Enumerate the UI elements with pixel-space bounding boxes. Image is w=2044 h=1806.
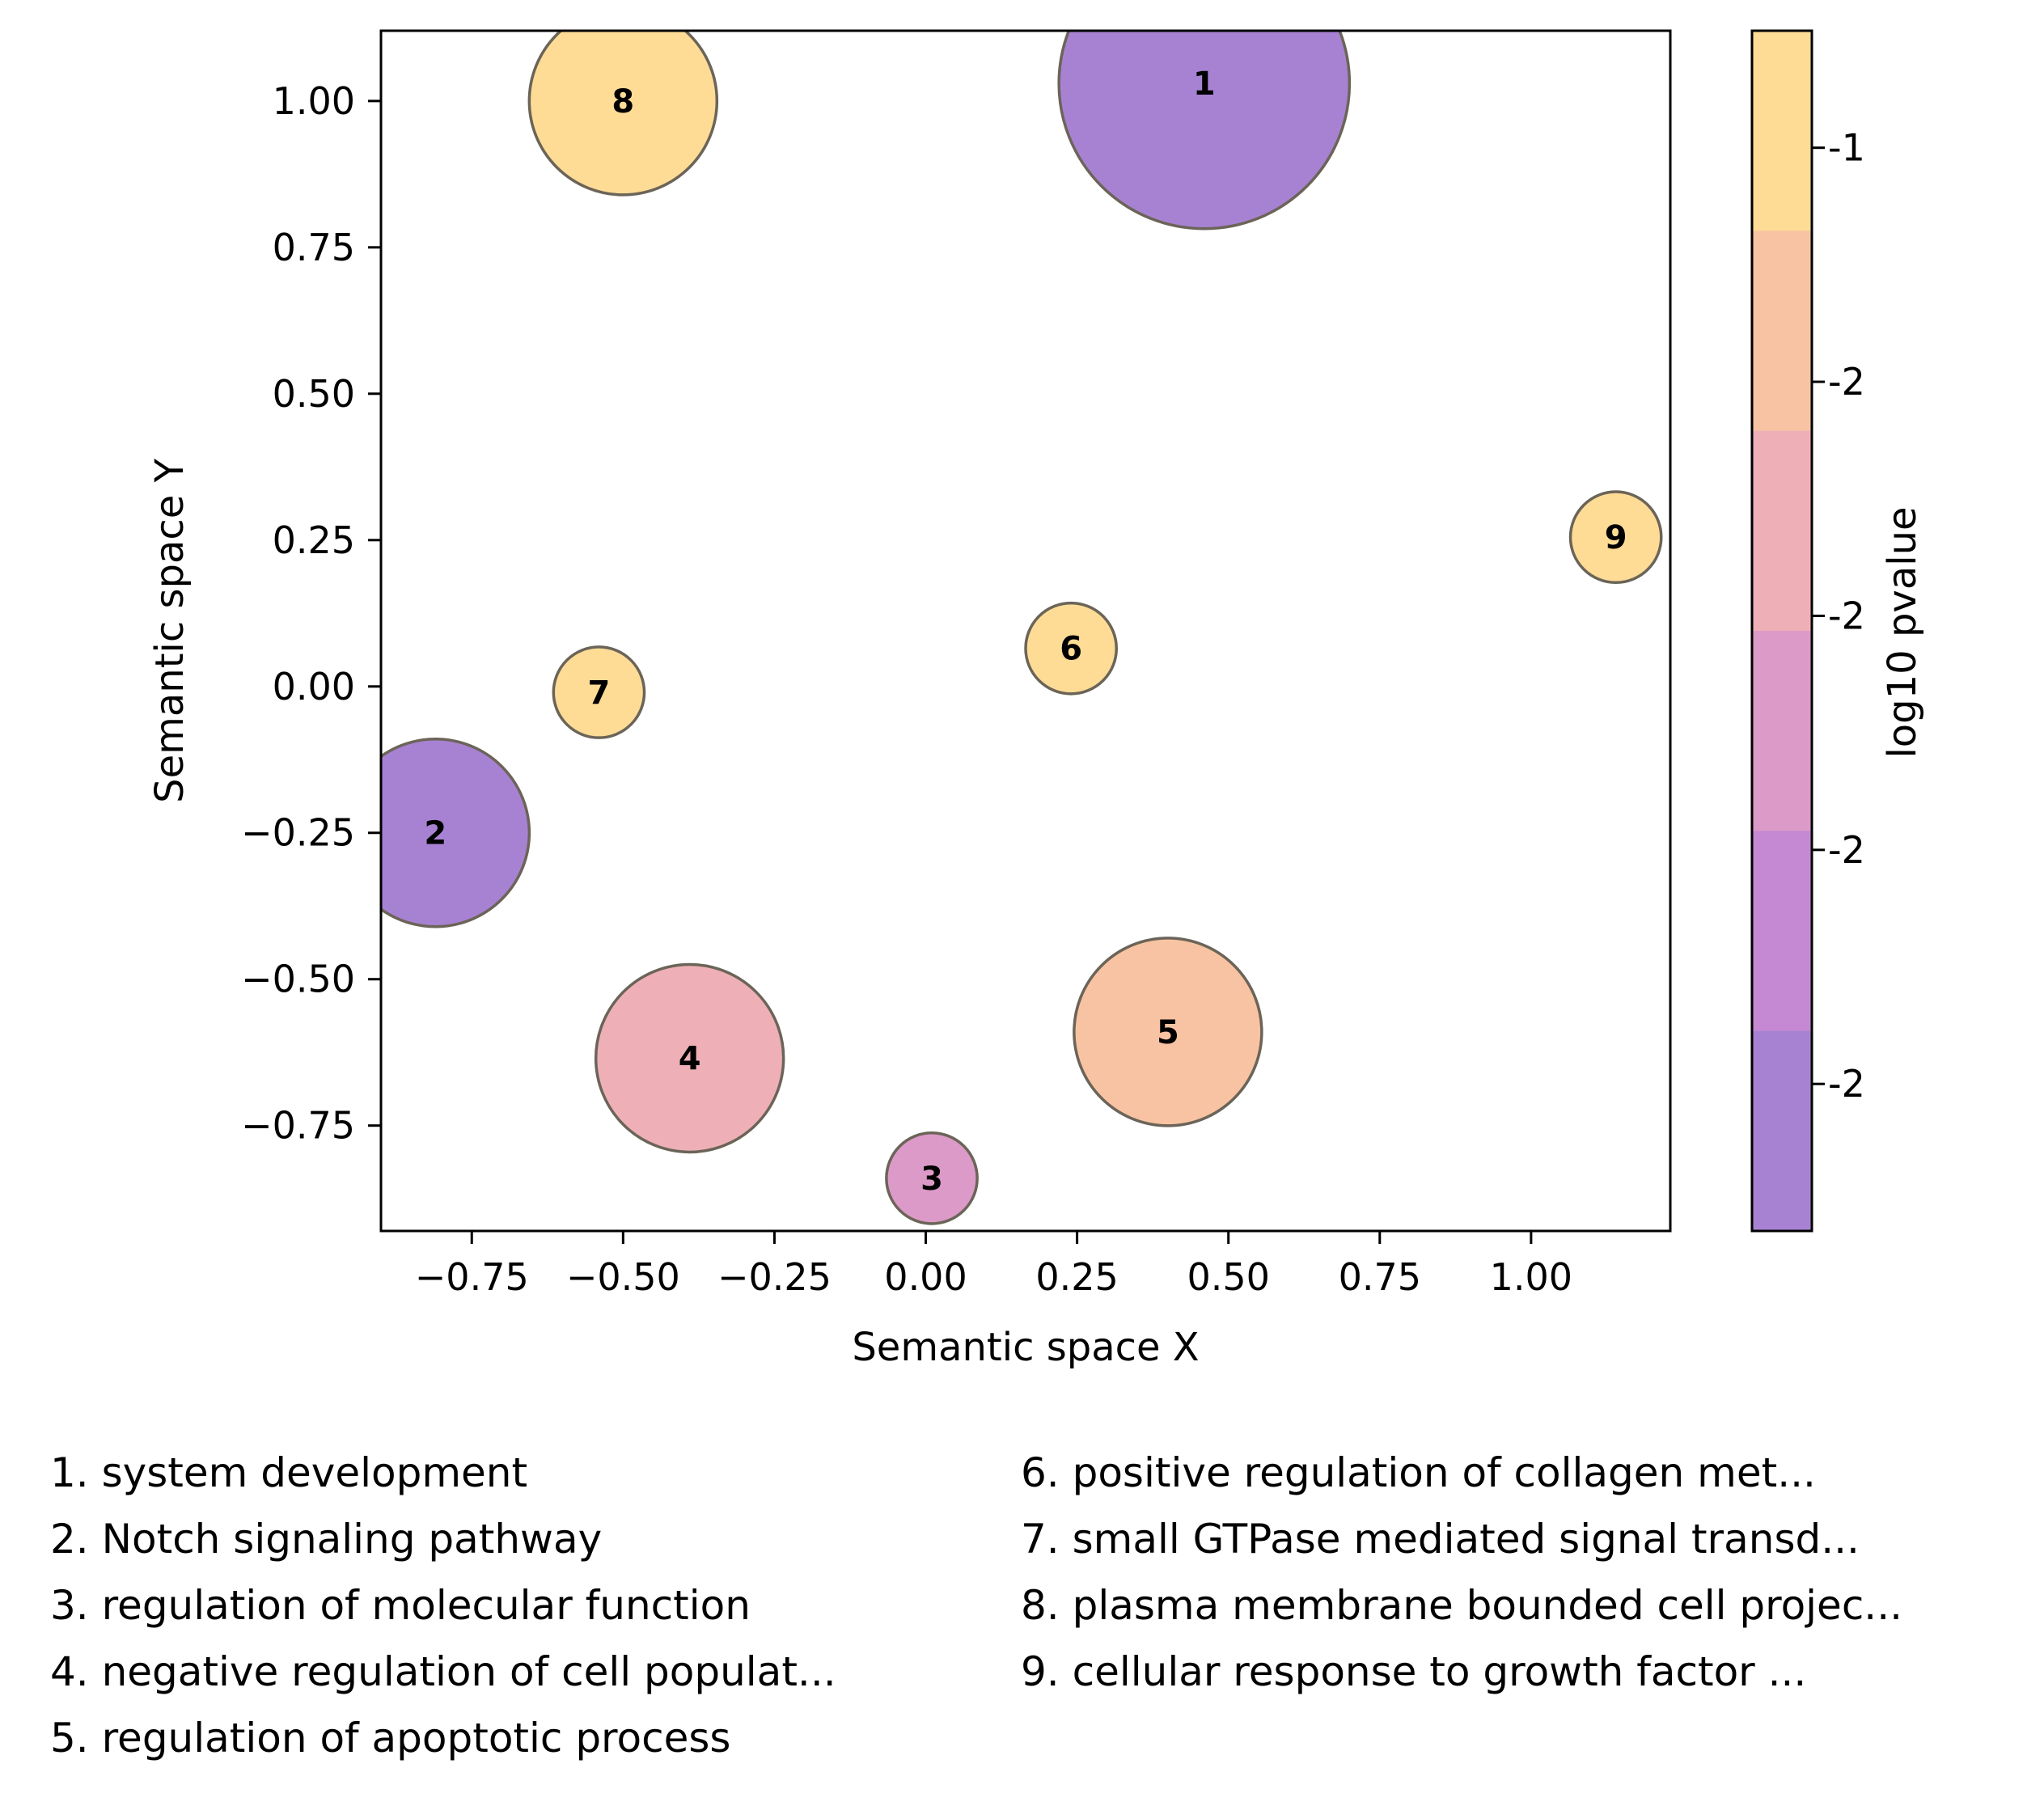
bubble-label-5: 5 xyxy=(1157,1014,1179,1051)
y-tick-label: −0.50 xyxy=(241,958,355,1001)
bubble-6 xyxy=(1024,601,1119,696)
legend-entry: 1. system development xyxy=(50,1449,527,1496)
x-tick-label: 0.00 xyxy=(884,1255,967,1299)
colorbar-tick-label: -1 xyxy=(1828,126,1865,170)
bubble-4 xyxy=(594,962,785,1154)
legend-entry: 8. plasma membrane bounded cell projec..… xyxy=(1021,1582,1902,1629)
legend-entry: 7. small GTPase mediated signal transd..… xyxy=(1021,1516,1860,1563)
y-axis: 1.00 0.75 0.50 0.25 0.00 −0.25 −0.50 −0.75 xyxy=(241,79,381,1148)
colorbar-tick-label: -2 xyxy=(1828,828,1865,872)
bubble-label-layer: 1 2 3 4 5 6 7 8 9 xyxy=(424,66,1627,1198)
colorbar-label: log10 pvalue xyxy=(1880,506,1925,758)
colorbar-tick-label: -2 xyxy=(1828,1062,1865,1106)
y-tick-label: 1.00 xyxy=(273,79,355,123)
bubble-2 xyxy=(381,738,531,928)
y-tick-label: −0.25 xyxy=(241,811,355,855)
bubble-label-9: 9 xyxy=(1605,519,1627,556)
x-tick-label: 0.50 xyxy=(1187,1255,1269,1299)
y-tick-label: 0.25 xyxy=(273,518,355,562)
legend-entry: 9. cellular response to growth factor ..… xyxy=(1021,1648,1806,1695)
colorbar-band-1 xyxy=(1752,31,1812,231)
x-tick-label: −0.50 xyxy=(566,1255,680,1299)
x-tick-label: 1.00 xyxy=(1490,1255,1572,1299)
legend-entry: 6. positive regulation of collagen met..… xyxy=(1021,1449,1816,1496)
y-axis-title: Semantic space Y xyxy=(147,458,193,802)
x-tick-label: 0.75 xyxy=(1339,1255,1421,1299)
bubble-label-2: 2 xyxy=(424,815,446,852)
legend-entry: 2. Notch signaling pathway xyxy=(50,1516,602,1563)
bubble-label-8: 8 xyxy=(612,83,634,121)
x-tick-label: 0.25 xyxy=(1035,1255,1118,1299)
y-tick-label: 0.75 xyxy=(273,226,355,269)
y-tick-label: 0.50 xyxy=(273,372,355,416)
y-tick-label: −0.75 xyxy=(241,1104,355,1148)
x-axis: −0.75 −0.50 −0.25 0.00 0.25 0.50 0.75 1.00 xyxy=(415,1231,1572,1299)
colorbar-band-3 xyxy=(1752,430,1812,632)
bubble-9 xyxy=(1568,490,1663,585)
bubble-label-3: 3 xyxy=(920,1161,943,1198)
colorbar: -1 -2 -2 -2 -2 xyxy=(1750,29,1865,1233)
colorbar-tick-label: -2 xyxy=(1828,594,1865,637)
legend-entry: 4. negative regulation of cell populat..… xyxy=(50,1648,836,1695)
colorbar-band-2 xyxy=(1752,231,1812,432)
bubble-1 xyxy=(1057,31,1352,231)
legend-entry: 3. regulation of molecular function xyxy=(50,1582,751,1629)
bubble-label-4: 4 xyxy=(679,1040,701,1077)
colorbar-band-5 xyxy=(1752,831,1812,1032)
bubble-3 xyxy=(885,1131,979,1225)
bubble-layer xyxy=(381,31,1663,1225)
x-axis-title: Semantic space X xyxy=(852,1325,1199,1370)
colorbar-band-6 xyxy=(1752,1030,1812,1232)
legend-entry: 5. regulation of apoptotic process xyxy=(50,1715,730,1762)
x-tick-label: −0.75 xyxy=(415,1255,529,1299)
bubble-label-1: 1 xyxy=(1193,66,1216,103)
bubble-label-6: 6 xyxy=(1060,631,1082,668)
colorbar-frame xyxy=(1750,29,1813,1233)
bubble-5 xyxy=(1073,937,1263,1127)
bubble-7 xyxy=(552,645,646,739)
colorbar-band-4 xyxy=(1752,631,1812,831)
x-tick-label: −0.25 xyxy=(717,1255,832,1299)
plot-frame xyxy=(379,29,1672,1233)
bubble-label-7: 7 xyxy=(587,675,610,712)
legend: 1. system development 2. Notch signaling … xyxy=(50,1449,1902,1762)
bubble-8 xyxy=(527,31,719,197)
y-tick-label: 0.00 xyxy=(273,665,355,708)
colorbar-tick-label: -2 xyxy=(1828,360,1865,404)
